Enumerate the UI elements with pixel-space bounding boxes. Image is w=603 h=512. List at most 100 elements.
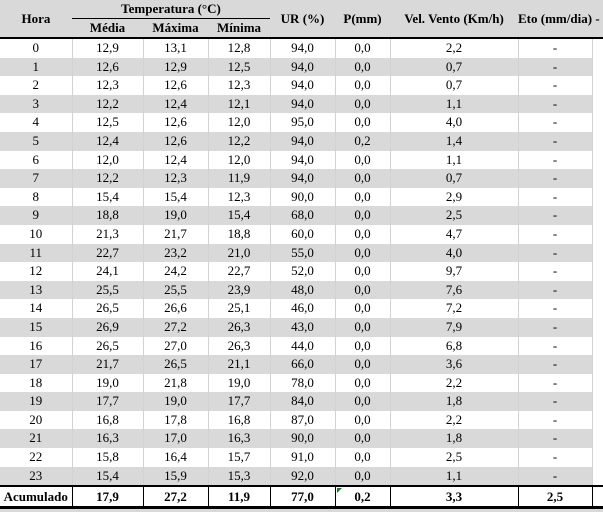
cell-extra	[591, 150, 603, 170]
cell-vel-vento: 7,9	[389, 317, 519, 337]
cell-minima: 23,9	[207, 280, 271, 300]
cell-p: 0,0	[334, 243, 391, 263]
hour-row-1: 1 12,6 12,9 12,5 94,0 0,0 0,7-	[0, 57, 603, 77]
cell-maxima: 12,3	[142, 169, 208, 188]
cell-ur: 94,0	[269, 76, 336, 95]
cell-maxima: 19,0	[142, 206, 208, 225]
cell-media: 16,8	[71, 410, 143, 430]
hour-row-5: 5 12,4 12,6 12,2 94,0 0,2 1,4-	[0, 131, 603, 151]
cell-media: 18,8	[71, 206, 143, 225]
col-header-maxima: Máxima	[143, 18, 208, 39]
hour-row-7: 7 12,2 12,3 11,9 94,0 0,0 0,7-	[0, 169, 603, 188]
cell-maxima: 17,8	[142, 410, 208, 430]
cell-maxima: 27,2	[142, 317, 208, 337]
cell-p: 0,0	[334, 113, 391, 132]
cell-ur: 78,0	[269, 373, 336, 393]
cell-media: 12,0	[71, 150, 143, 170]
table-body: 0 12,9 13,1 12,8 94,0 0,0 2,2-1 12,6 12,9 12,5 94,…	[0, 38, 603, 487]
cell-hora: 8	[0, 187, 72, 207]
cell-media: 19,0	[71, 373, 143, 393]
hour-row-6: 6 12,0 12,4 12,0 94,0 0,0 1,1-	[0, 150, 603, 170]
acumulado-row: Acumulado 17,9 27,2 11,9 77,0 0,2 3,3 2,…	[0, 485, 603, 510]
cell-media: 21,3	[71, 224, 143, 244]
cell-minima: 18,8	[207, 224, 271, 244]
cell-vel-vento: 2,5	[389, 206, 519, 225]
cell-extra	[591, 355, 603, 374]
hour-row-3: 3 12,2 12,4 12,1 94,0 0,0 1,1-	[0, 94, 603, 114]
cell-ur: 91,0	[269, 448, 336, 467]
table-header: Hora Temperatura (°C) UR (%) P(mm) Vel. …	[0, 0, 603, 39]
cell-ur: 92,0	[269, 466, 336, 487]
col-header-hora: Hora	[0, 0, 72, 39]
cell-eto: -	[517, 317, 593, 337]
acumulado-eto: 2,5	[517, 485, 593, 510]
cell-minima: 15,3	[207, 466, 271, 487]
cell-p: 0,0	[334, 410, 391, 430]
cell-eto: -	[517, 448, 593, 467]
cell-vel-vento: 4,0	[389, 113, 519, 132]
hour-row-9: 9 18,8 19,0 15,4 68,0 0,0 2,5-	[0, 206, 603, 225]
cell-eto: -	[517, 113, 593, 132]
cell-ur: 95,0	[269, 113, 336, 132]
cell-vel-vento: 2,2	[389, 38, 519, 58]
cell-hora: 14	[0, 299, 72, 318]
cell-ur: 94,0	[269, 131, 336, 151]
cell-extra	[591, 131, 603, 151]
cell-p: 0,0	[334, 299, 391, 318]
cell-vel-vento: 1,4	[389, 131, 519, 151]
cell-eto: -	[517, 94, 593, 114]
col-header-minima: Mínima	[208, 18, 271, 39]
cell-media: 15,8	[71, 448, 143, 467]
cell-media: 26,9	[71, 317, 143, 337]
cell-extra	[591, 262, 603, 281]
cell-hora: 12	[0, 262, 72, 281]
cell-minima: 15,4	[207, 206, 271, 225]
cell-media: 12,6	[71, 57, 143, 77]
cell-minima: 12,1	[207, 94, 271, 114]
cell-hora: 3	[0, 94, 72, 114]
cell-extra	[591, 280, 603, 300]
cell-minima: 21,1	[207, 355, 271, 374]
cell-media: 26,5	[71, 299, 143, 318]
cell-p: 0,0	[334, 429, 391, 449]
hour-row-4: 4 12,5 12,6 12,0 95,0 0,0 4,0-	[0, 113, 603, 132]
cell-vel-vento: 6,8	[389, 336, 519, 356]
cell-vel-vento: 0,7	[389, 57, 519, 77]
cell-ur: 48,0	[269, 280, 336, 300]
cell-extra	[591, 206, 603, 225]
cell-p: 0,0	[334, 280, 391, 300]
cell-maxima: 12,4	[142, 94, 208, 114]
cell-minima: 25,1	[207, 299, 271, 318]
cell-p: 0,0	[334, 76, 391, 95]
col-header-media: Média	[72, 18, 143, 39]
cell-extra	[591, 299, 603, 318]
cell-vel-vento: 4,0	[389, 243, 519, 263]
cell-media: 12,2	[71, 169, 143, 188]
cell-p: 0,0	[334, 392, 391, 411]
acumulado-p-value: 0,2	[354, 489, 371, 505]
cell-p: 0,0	[334, 94, 391, 114]
cell-ur: 94,0	[269, 150, 336, 170]
cell-media: 21,7	[71, 355, 143, 374]
cell-hora: 2	[0, 76, 72, 95]
table-footer: Acumulado 17,9 27,2 11,9 77,0 0,2 3,3 2,…	[0, 485, 603, 510]
hour-row-0: 0 12,9 13,1 12,8 94,0 0,0 2,2-	[0, 38, 603, 58]
cell-media: 12,2	[71, 94, 143, 114]
acumulado-maxima: 27,2	[142, 485, 208, 510]
cell-eto: -	[517, 410, 593, 430]
cell-ur: 90,0	[269, 187, 336, 207]
hour-row-17: 17 21,7 26,5 21,1 66,0 0,0 3,6-	[0, 355, 603, 374]
cell-hora: 15	[0, 317, 72, 337]
cell-media: 15,4	[71, 466, 143, 487]
cell-ur: 94,0	[269, 169, 336, 188]
col-header-p: P(mm)	[335, 0, 391, 39]
cell-eto: -	[517, 150, 593, 170]
cell-minima: 22,7	[207, 262, 271, 281]
cell-hora: 23	[0, 466, 72, 487]
cell-p: 0,0	[334, 187, 391, 207]
hour-row-19: 19 17,7 19,0 17,7 84,0 0,0 1,8-	[0, 392, 603, 411]
cell-ur: 60,0	[269, 224, 336, 244]
header-row-2: Média Máxima Mínima	[0, 18, 603, 39]
cell-extra	[591, 466, 603, 487]
cell-minima: 21,0	[207, 243, 271, 263]
